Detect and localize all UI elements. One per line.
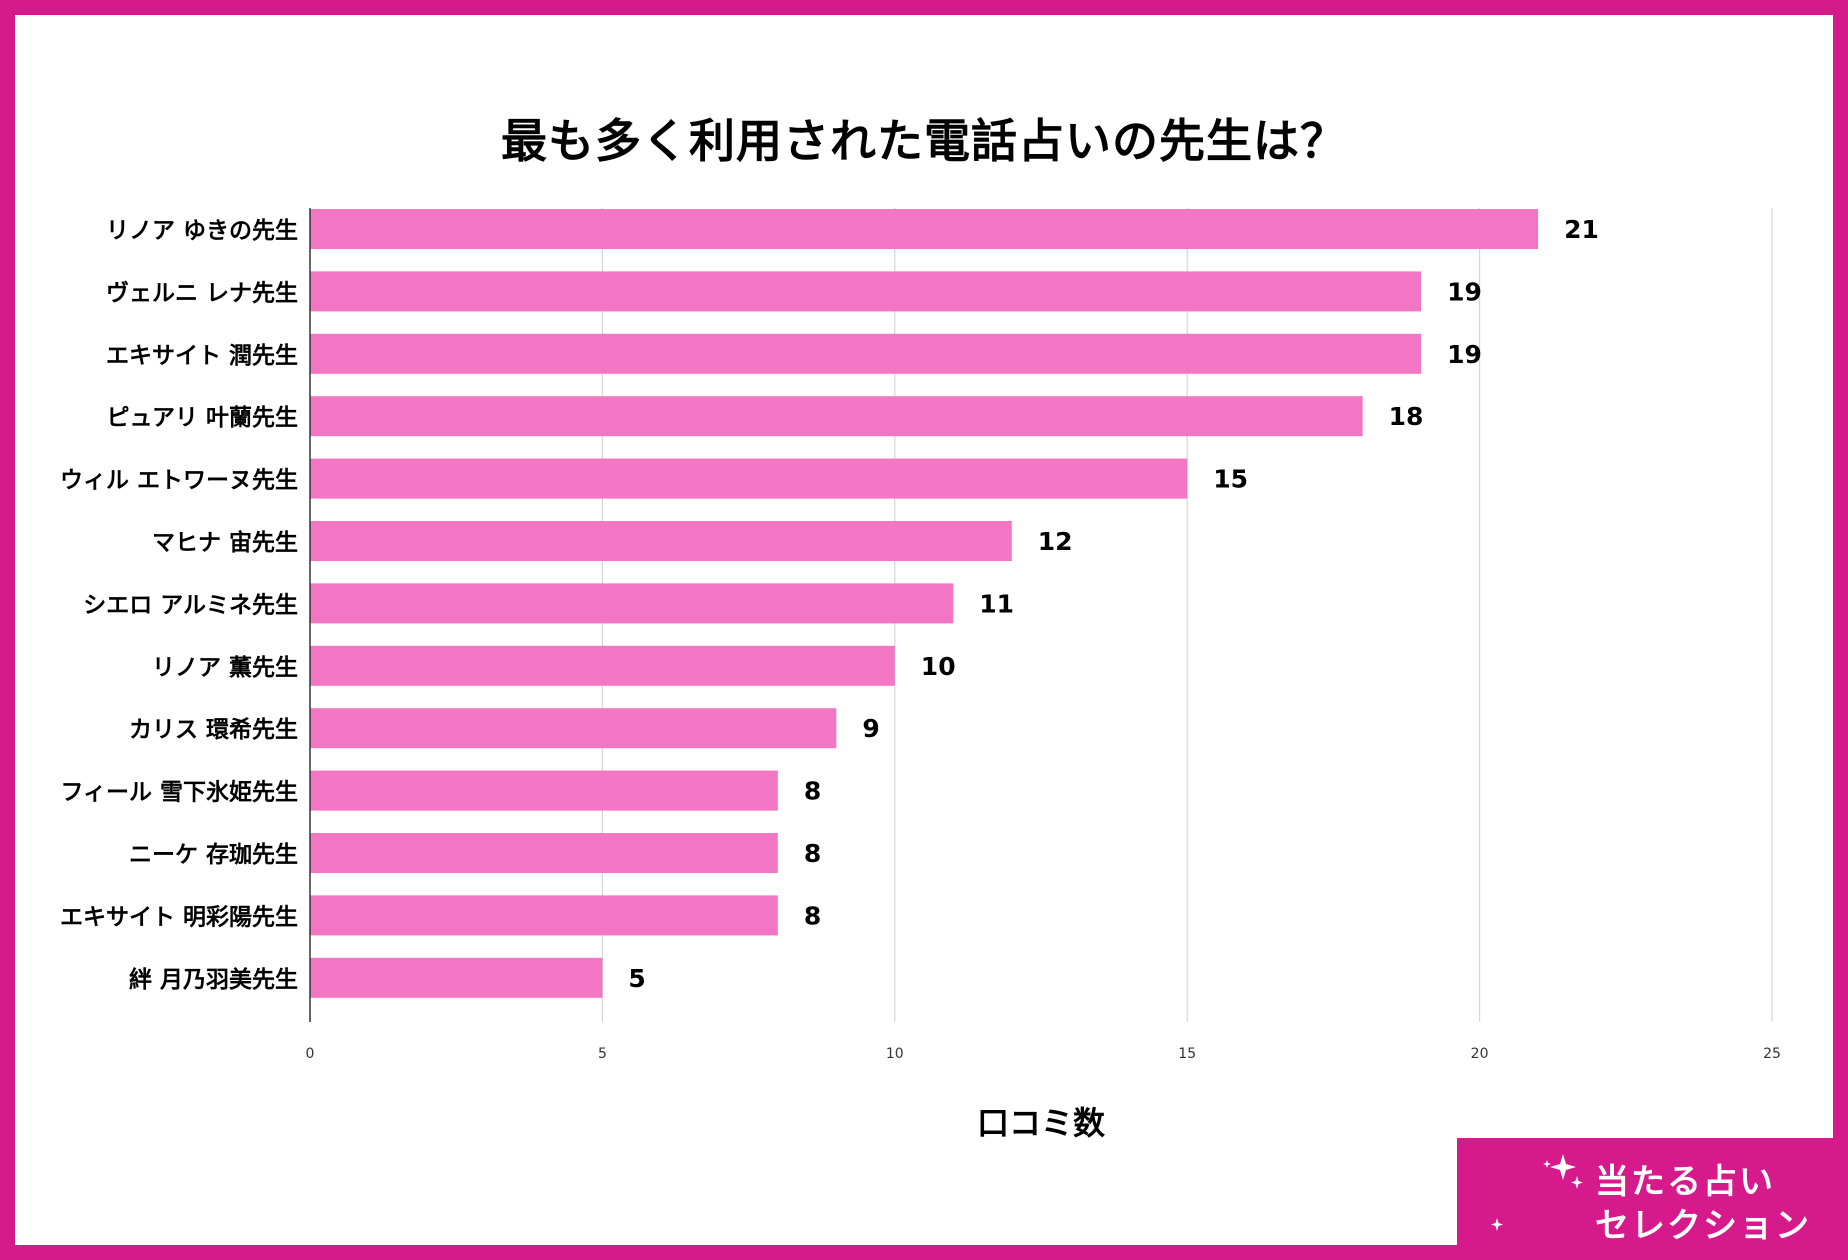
bar xyxy=(310,895,778,936)
value-label: 21 xyxy=(1564,215,1599,244)
category-label: ピュアリ 叶蘭先生 xyxy=(106,405,298,431)
logo-text-line1: 当たる占い xyxy=(1595,1162,1775,1202)
x-axis-label: 口コミ数 xyxy=(976,1104,1105,1142)
bar xyxy=(310,708,837,749)
value-label: 8 xyxy=(804,901,821,930)
brand-logo: 当たる占い セレクション xyxy=(1457,1138,1835,1246)
x-tick-label: 5 xyxy=(598,1046,607,1062)
value-label: 10 xyxy=(921,652,956,681)
category-label: ヴェルニ レナ先生 xyxy=(106,279,298,306)
category-label: エキサイト 明彩陽先生 xyxy=(60,904,298,930)
value-label: 8 xyxy=(804,839,821,868)
value-label: 8 xyxy=(804,777,821,806)
bar xyxy=(310,271,1422,312)
category-label: マヒナ 宙先生 xyxy=(152,529,298,556)
category-label: ウィル エトワーヌ先生 xyxy=(60,468,298,494)
bar xyxy=(310,645,895,686)
bar xyxy=(310,333,1422,374)
category-label: カリス 環希先生 xyxy=(129,716,298,743)
value-label: 9 xyxy=(862,714,879,743)
category-label: 絆 月乃羽美先生 xyxy=(129,966,298,993)
value-label: 18 xyxy=(1389,402,1424,431)
category-label: リノア 薫先生 xyxy=(152,655,298,681)
category-label: エキサイト 潤先生 xyxy=(106,343,298,369)
value-label: 19 xyxy=(1447,277,1482,306)
bar xyxy=(310,833,778,873)
category-label: フィール 雪下氷姫先生 xyxy=(60,779,298,806)
x-tick-label: 20 xyxy=(1471,1046,1489,1062)
bar xyxy=(310,770,778,811)
value-label: 5 xyxy=(628,964,645,993)
bar xyxy=(310,458,1188,499)
crescent-moon-with-stars-icon xyxy=(1491,1154,1583,1231)
bar xyxy=(310,957,603,998)
x-tick-label: 25 xyxy=(1763,1046,1781,1062)
x-tick-label: 15 xyxy=(1178,1046,1196,1062)
value-label: 11 xyxy=(979,589,1014,618)
value-label: 15 xyxy=(1213,465,1248,494)
bar xyxy=(310,583,954,624)
bar xyxy=(310,521,1012,561)
bar xyxy=(310,209,1539,249)
value-label: 19 xyxy=(1447,340,1482,369)
category-label: リノア ゆきの先生 xyxy=(106,218,298,244)
x-tick-label: 0 xyxy=(306,1046,315,1062)
category-label: シエロ アルミネ先生 xyxy=(83,592,298,618)
value-label: 12 xyxy=(1038,527,1073,556)
chart-title: 最も多く利用された電話占いの先生は？ xyxy=(501,114,1347,168)
logo-text-line2: セレクション xyxy=(1595,1206,1811,1246)
x-tick-label: 10 xyxy=(886,1046,904,1062)
category-label: ニーケ 存珈先生 xyxy=(129,841,298,868)
bar xyxy=(310,396,1363,437)
